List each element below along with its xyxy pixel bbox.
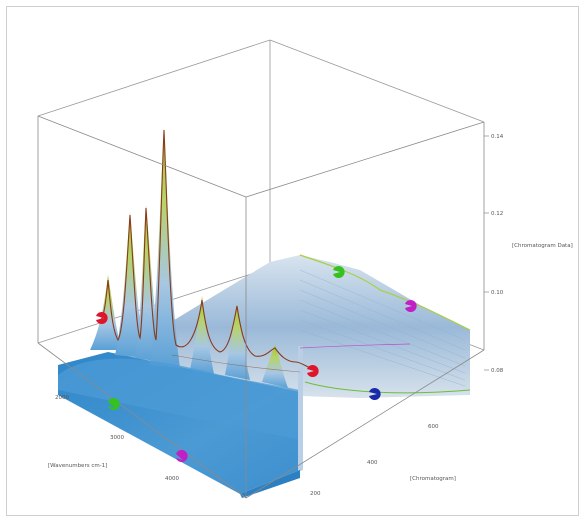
- y-axis-label: [Chromatogram]: [410, 476, 456, 482]
- z-tick-label: 0.10: [491, 290, 504, 296]
- green-cursor-marker[interactable]: [108, 398, 120, 410]
- x-tick-label: 2000: [55, 395, 69, 401]
- x-axis: 2000 3000 4000 [Wavenumbers cm-1]: [48, 395, 179, 482]
- red-cursor-marker[interactable]: [307, 364, 319, 377]
- blue-cursor-marker[interactable]: [369, 388, 381, 400]
- y-tick-label: 400: [367, 460, 378, 466]
- magenta-cursor-marker[interactable]: [176, 450, 188, 462]
- z-tick-label: 0.12: [491, 211, 503, 217]
- chromatogram-trace: [99, 129, 316, 371]
- y-tick-label: 600: [428, 424, 439, 430]
- y-tick-label: 200: [310, 491, 321, 497]
- z-axis-label: [Chromatogram Data]: [512, 243, 573, 249]
- x-tick-label: 4000: [165, 476, 179, 482]
- red-cursor-marker[interactable]: [96, 312, 108, 325]
- spectral-surface: [58, 128, 471, 498]
- x-tick-label: 3000: [110, 435, 124, 441]
- cursor-markers[interactable]: [96, 266, 417, 462]
- z-tick-label: 0.14: [491, 134, 504, 140]
- bounding-box-front: [37, 115, 485, 499]
- y-axis: 600 400 200 [Chromatogram]: [310, 424, 456, 497]
- green-cursor-marker[interactable]: [333, 266, 345, 278]
- x-axis-label: [Wavenumbers cm-1]: [48, 463, 107, 469]
- magenta-cursor-marker[interactable]: [405, 299, 417, 312]
- z-axis: 0.14 0.12 0.10 0.08 [Chromatogram Data]: [484, 134, 573, 374]
- z-tick-label: 0.08: [491, 368, 504, 374]
